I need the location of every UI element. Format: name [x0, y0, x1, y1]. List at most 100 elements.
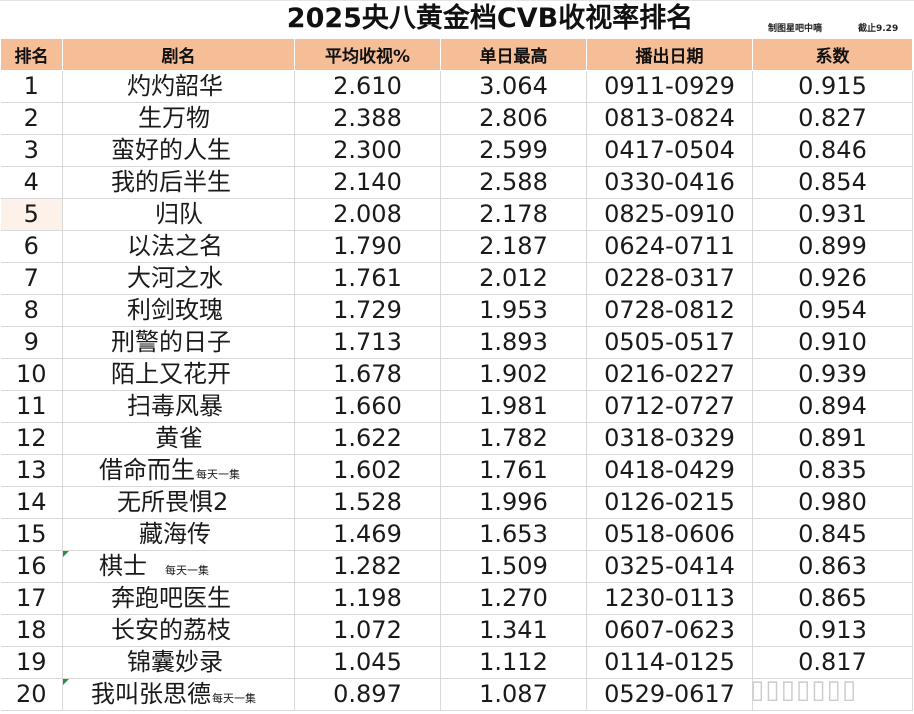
- ratings-table: 排名 剧名 平均收视% 单日最高 播出日期 系数 1 灼灼韶华 2.610 3.064…: [0, 38, 913, 711]
- drama-name-text: 陌上又花开: [111, 360, 231, 388]
- as-of-date: 截止9.29: [858, 24, 899, 34]
- cell-avg: 1.729: [294, 294, 441, 327]
- cell-comment-flag-icon: [63, 679, 69, 685]
- table-row: 3 蛮好的人生 2.300 2.599 0417-0504 0.846: [0, 134, 913, 167]
- cell-avg: 2.008: [294, 198, 441, 231]
- drama-name-text: 灼灼韶华: [127, 72, 223, 100]
- drama-name-text: 生万物: [138, 104, 210, 132]
- drama-name-text: 棋士: [99, 552, 147, 580]
- drama-name: 生万物: [138, 103, 210, 134]
- table-row: 2 生万物 2.388 2.806 0813-0824 0.827: [0, 102, 913, 135]
- table-row: 18 长安的荔枝 1.072 1.341 0607-0623 0.913: [0, 614, 913, 647]
- drama-name-text: 借命而生: [99, 456, 195, 484]
- cell-peak: 1.893: [440, 326, 587, 359]
- cell-avg: 2.140: [294, 166, 441, 199]
- cell-name: 利剑玫瑰: [62, 294, 295, 327]
- header-dates: 播出日期: [586, 38, 753, 71]
- cell-dates: 0728-0812: [586, 294, 753, 327]
- cell-coef: 0.980: [752, 486, 913, 519]
- cell-dates: 0607-0623: [586, 614, 753, 647]
- drama-name-text: 以法之名: [127, 232, 223, 260]
- cell-avg: 1.602: [294, 454, 441, 487]
- header-rank: 排名: [0, 38, 63, 71]
- table-row: 20 我叫张思德每天一集 0.897 1.087 0529-0617: [0, 678, 913, 711]
- cell-coef: 0.846: [752, 134, 913, 167]
- cell-rank: 19: [0, 646, 63, 679]
- cell-name: 归队: [62, 198, 295, 231]
- cell-coef: 0.891: [752, 422, 913, 455]
- table-row: 5 归队 2.008 2.178 0825-0910 0.931: [0, 198, 913, 231]
- drama-name: 长安的荔枝: [111, 615, 231, 646]
- cell-dates: 0114-0125: [586, 646, 753, 679]
- drama-name-text: 利剑玫瑰: [127, 296, 223, 324]
- cell-dates: 0216-0227: [586, 358, 753, 391]
- cell-coef: 0.845: [752, 518, 913, 551]
- cell-coef: 0.954: [752, 294, 913, 327]
- table-row: 1 灼灼韶华 2.610 3.064 0911-0929 0.915: [0, 70, 913, 103]
- table-row: 17 奔跑吧医生 1.198 1.270 1230-0113 0.865: [0, 582, 913, 615]
- cell-peak: 1.996: [440, 486, 587, 519]
- table-row: 8 利剑玫瑰 1.729 1.953 0728-0812 0.954: [0, 294, 913, 327]
- cell-coef: 0.835: [752, 454, 913, 487]
- cell-coef: 0.817: [752, 646, 913, 679]
- drama-name-text: 我的后半生: [111, 168, 231, 196]
- drama-name: 以法之名: [127, 231, 223, 262]
- weibo-watermark-icon: ▯▯▯▯▯▯▯: [750, 675, 858, 705]
- cell-rank: 17: [0, 582, 63, 615]
- cell-name: 以法之名: [62, 230, 295, 263]
- drama-name: 扫毒风暴: [127, 391, 223, 422]
- cell-peak: 1.341: [440, 614, 587, 647]
- drama-name-text: 扫毒风暴: [127, 392, 223, 420]
- table-row: 14 无所畏惧2 1.528 1.996 0126-0215 0.980: [0, 486, 913, 519]
- cell-avg: 1.790: [294, 230, 441, 263]
- cell-peak: 1.112: [440, 646, 587, 679]
- cell-avg: 0.897: [294, 678, 441, 711]
- table-row: 13 借命而生每天一集 1.602 1.761 0418-0429 0.835: [0, 454, 913, 487]
- cell-peak: 1.981: [440, 390, 587, 423]
- cell-peak: 2.806: [440, 102, 587, 135]
- cell-rank: 8: [0, 294, 63, 327]
- cell-coef: 0.854: [752, 166, 913, 199]
- cell-rank: 9: [0, 326, 63, 359]
- cell-rank: 7: [0, 262, 63, 295]
- cell-dates: 0318-0329: [586, 422, 753, 455]
- cell-peak: 1.953: [440, 294, 587, 327]
- cell-name: 黄雀: [62, 422, 295, 455]
- drama-name: 我叫张思德每天一集: [91, 679, 256, 710]
- table-row: 19 锦囊妙录 1.045 1.112 0114-0125 0.817: [0, 646, 913, 679]
- drama-name: 锦囊妙录: [127, 647, 223, 678]
- drama-name-text: 我叫张思德: [91, 680, 211, 708]
- cell-peak: 2.588: [440, 166, 587, 199]
- cell-avg: 2.388: [294, 102, 441, 135]
- cell-dates: 0911-0929: [586, 70, 753, 103]
- cell-rank: 12: [0, 422, 63, 455]
- cell-coef: 0.915: [752, 70, 913, 103]
- header-row: 排名 剧名 平均收视% 单日最高 播出日期 系数: [0, 38, 913, 71]
- drama-name: 棋士 每天一集: [99, 551, 209, 582]
- table-row: 11 扫毒风暴 1.660 1.981 0712-0727 0.894: [0, 390, 913, 423]
- table-row: 15 藏海传 1.469 1.653 0518-0606 0.845: [0, 518, 913, 551]
- cell-avg: 2.300: [294, 134, 441, 167]
- cell-name: 蛮好的人生: [62, 134, 295, 167]
- cell-name: 藏海传: [62, 518, 295, 551]
- cell-name: 锦囊妙录: [62, 646, 295, 679]
- cell-name: 奔跑吧医生: [62, 582, 295, 615]
- cell-peak: 2.187: [440, 230, 587, 263]
- cell-peak: 1.653: [440, 518, 587, 551]
- cell-dates: 0518-0606: [586, 518, 753, 551]
- drama-name: 陌上又花开: [111, 359, 231, 390]
- drama-name-text: 奔跑吧医生: [111, 584, 231, 612]
- cell-name: 灼灼韶华: [62, 70, 295, 103]
- cell-dates: 0712-0727: [586, 390, 753, 423]
- cell-name: 扫毒风暴: [62, 390, 295, 423]
- header-name: 剧名: [62, 38, 295, 71]
- cell-dates: 0813-0824: [586, 102, 753, 135]
- cell-coef: 0.910: [752, 326, 913, 359]
- grid-line: [0, 0, 914, 1]
- drama-name: 刑警的日子: [111, 327, 231, 358]
- cell-peak: 1.782: [440, 422, 587, 455]
- cell-avg: 1.622: [294, 422, 441, 455]
- cell-rank: 10: [0, 358, 63, 391]
- cell-name: 无所畏惧2: [62, 486, 295, 519]
